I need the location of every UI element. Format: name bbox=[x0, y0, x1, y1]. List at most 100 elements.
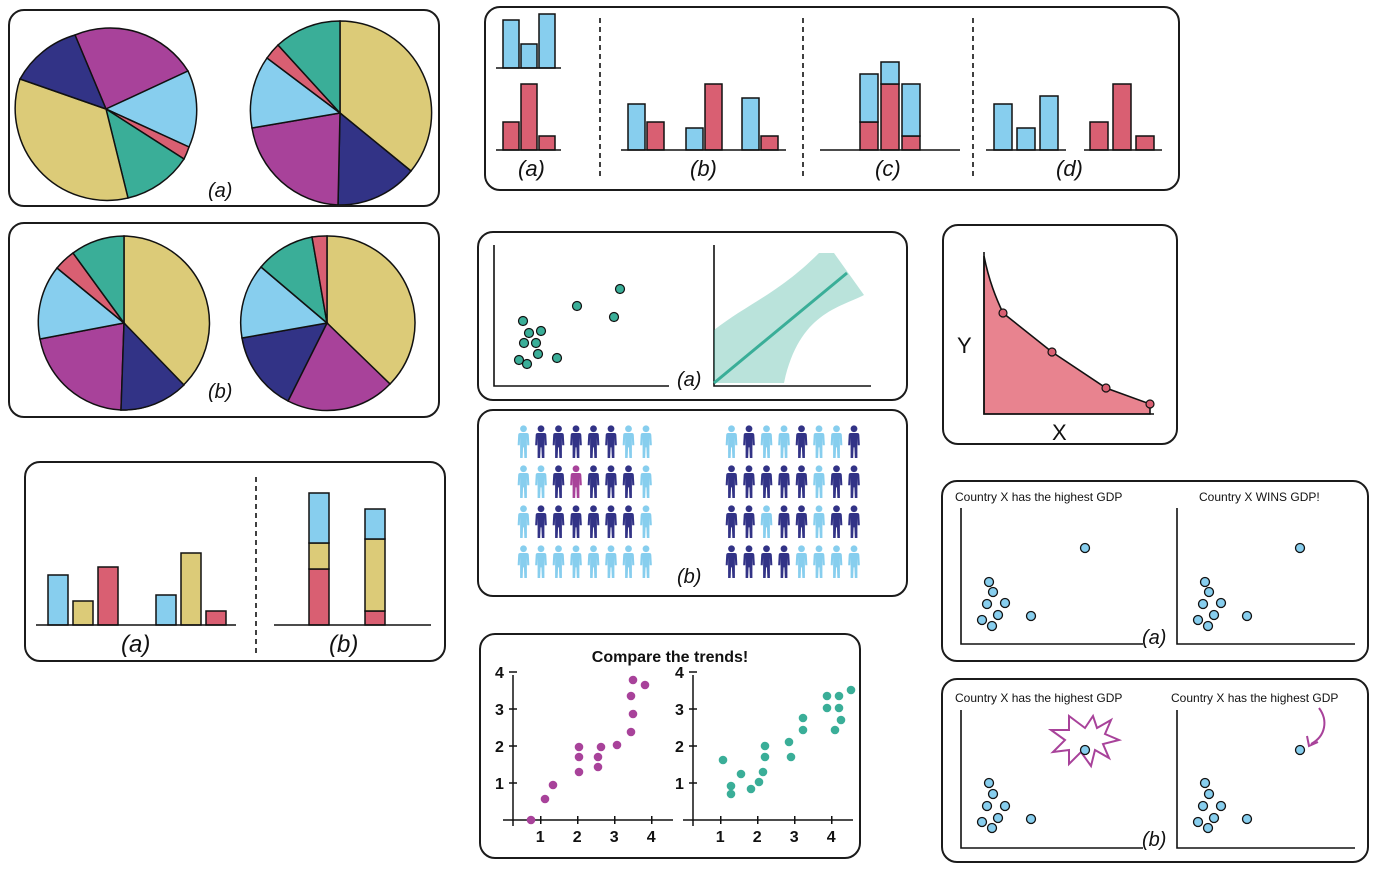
left-title: Country X has the highest GDP bbox=[955, 490, 1122, 504]
data-point bbox=[540, 794, 550, 804]
x-tick-label: 4 bbox=[647, 829, 656, 846]
trends-panel: Compare the trends! 1 2 3 4 1 2 3 4 1 2 3 4 1 2 3 4 bbox=[479, 633, 861, 859]
panel-label: (b) bbox=[208, 381, 232, 403]
pie-chart-left bbox=[37, 235, 211, 411]
person-icon bbox=[795, 465, 808, 498]
person-icon bbox=[848, 505, 860, 538]
person-icon bbox=[813, 545, 825, 578]
person-icon bbox=[587, 505, 600, 538]
panel-label: (a) bbox=[677, 369, 701, 391]
trends-title: Compare the trends! bbox=[592, 649, 748, 666]
people-array-left bbox=[517, 425, 652, 578]
data-point bbox=[834, 691, 844, 701]
person-icon bbox=[605, 505, 617, 538]
data-point bbox=[596, 742, 606, 752]
person-icon bbox=[830, 505, 843, 538]
person-icon bbox=[725, 505, 738, 538]
x-tick-label: 1 bbox=[536, 829, 545, 846]
y-tick-label: 1 bbox=[495, 776, 504, 793]
person-icon bbox=[517, 545, 530, 578]
data-point bbox=[834, 703, 844, 713]
people-panel: (b) bbox=[477, 409, 908, 597]
person-icon bbox=[743, 465, 755, 498]
panel-label: (b) bbox=[677, 566, 701, 588]
x-tick-label: 1 bbox=[716, 829, 725, 846]
data-point bbox=[760, 741, 770, 751]
person-icon bbox=[743, 505, 755, 538]
panel-label-b: (b) bbox=[329, 631, 358, 658]
pie-chart-left bbox=[14, 27, 198, 202]
person-icon bbox=[605, 465, 617, 498]
person-icon bbox=[848, 545, 860, 578]
panel-label: (b) bbox=[1142, 829, 1166, 851]
person-icon bbox=[725, 425, 738, 458]
person-icon bbox=[587, 465, 600, 498]
person-icon bbox=[795, 425, 808, 458]
data-point bbox=[574, 767, 584, 777]
panel-label-b: (b) bbox=[690, 156, 717, 181]
person-icon bbox=[570, 425, 582, 458]
y-axis-label: Y bbox=[957, 333, 972, 358]
person-icon bbox=[535, 505, 547, 538]
right-title: Country X WINS GDP! bbox=[1199, 490, 1320, 504]
area-panel: Y X bbox=[942, 224, 1178, 445]
person-icon bbox=[640, 505, 652, 538]
bars-bottom-panel: (a) (b) bbox=[24, 461, 446, 662]
x-tick-label: 3 bbox=[610, 829, 619, 846]
person-icon bbox=[640, 545, 652, 578]
data-point bbox=[786, 752, 796, 762]
data-point bbox=[822, 703, 832, 713]
panel-label: (a) bbox=[1142, 627, 1166, 649]
data-point bbox=[736, 769, 746, 779]
data-point bbox=[726, 781, 736, 791]
data-point bbox=[726, 789, 736, 799]
person-icon bbox=[622, 505, 635, 538]
person-icon bbox=[848, 465, 860, 498]
person-icon bbox=[813, 465, 825, 498]
person-icon bbox=[622, 465, 635, 498]
data-point bbox=[574, 752, 584, 762]
data-point bbox=[758, 767, 768, 777]
pie-chart-right bbox=[249, 20, 433, 205]
person-icon bbox=[570, 505, 582, 538]
person-icon bbox=[640, 465, 652, 498]
y-tick-label: 4 bbox=[495, 665, 504, 682]
person-icon bbox=[552, 505, 565, 538]
data-point bbox=[593, 762, 603, 772]
data-point bbox=[526, 815, 536, 825]
data-point bbox=[626, 727, 636, 737]
curved-arrow-icon bbox=[1310, 707, 1326, 745]
data-point bbox=[628, 675, 638, 685]
data-point bbox=[836, 715, 846, 725]
person-icon bbox=[725, 465, 738, 498]
person-icon bbox=[743, 545, 755, 578]
person-icon bbox=[778, 425, 790, 458]
data-point bbox=[628, 709, 638, 719]
trend-chart-left: 1 2 3 4 1 2 3 4 bbox=[495, 665, 673, 846]
person-icon bbox=[813, 425, 825, 458]
data-point bbox=[574, 742, 584, 752]
person-icon bbox=[517, 465, 530, 498]
data-point bbox=[822, 691, 832, 701]
person-icon bbox=[517, 425, 530, 458]
data-point bbox=[846, 685, 856, 695]
person-icon bbox=[795, 545, 808, 578]
person-icon bbox=[760, 545, 773, 578]
bars-top-panel: (a) (b) (c) (d) bbox=[484, 6, 1180, 191]
panel-label-d: (d) bbox=[1056, 156, 1083, 181]
left-title: Country X has the highest GDP bbox=[955, 691, 1122, 705]
person-icon bbox=[760, 505, 773, 538]
data-point bbox=[718, 755, 728, 765]
person-icon bbox=[570, 545, 582, 578]
starburst-icon bbox=[1047, 713, 1123, 769]
person-icon bbox=[830, 425, 843, 458]
pie-panel-a: (a) bbox=[8, 9, 440, 207]
data-point bbox=[640, 680, 650, 690]
y-tick-label: 3 bbox=[495, 702, 504, 719]
person-icon bbox=[830, 545, 843, 578]
person-icon bbox=[622, 425, 635, 458]
person-icon bbox=[622, 545, 635, 578]
x-tick-label: 3 bbox=[790, 829, 799, 846]
people-array-right bbox=[725, 425, 860, 578]
right-title: Country X has the highest GDP bbox=[1171, 691, 1338, 705]
